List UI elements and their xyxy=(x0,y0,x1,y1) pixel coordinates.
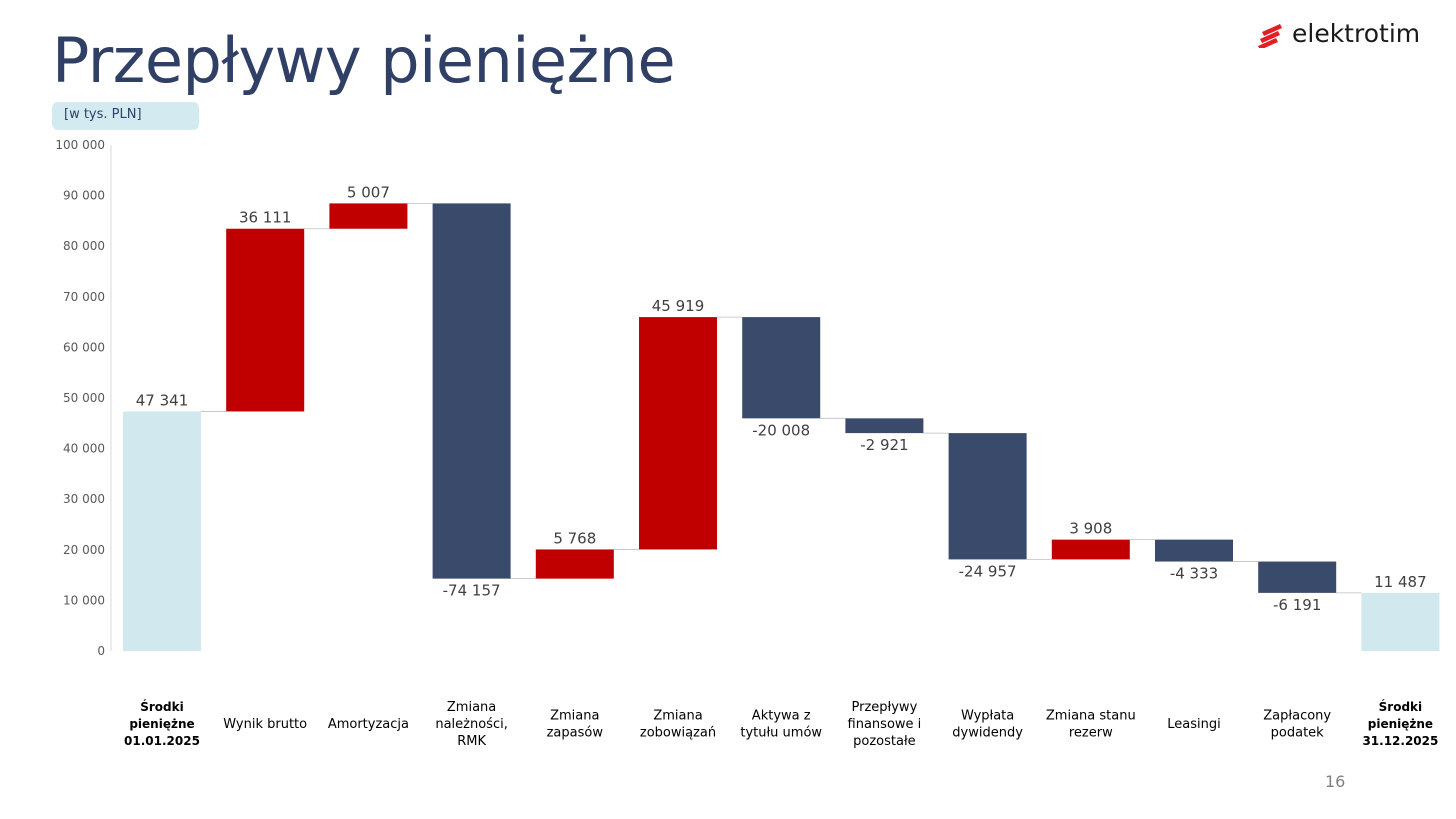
y-tick-label: 20 000 xyxy=(63,543,105,557)
unit-badge: [w tys. PLN] xyxy=(52,102,199,130)
y-tick-label: 80 000 xyxy=(63,239,105,253)
bar-decrease xyxy=(1258,561,1337,593)
category-label-line: Przepływy xyxy=(852,700,918,715)
category-label-line: Zapłacony xyxy=(1263,709,1331,724)
category-label-line: 31.12.2025 xyxy=(1362,734,1438,748)
category-label-line: pozostałe xyxy=(853,734,916,749)
page-title: Przepływy pieniężne xyxy=(52,24,676,97)
bar-total xyxy=(123,411,201,651)
category-label: Leasingi xyxy=(1167,717,1220,732)
unit-label: [w tys. PLN] xyxy=(64,107,142,122)
page-number: 16 xyxy=(1325,772,1346,791)
category-label: Amortyzacja xyxy=(328,717,409,732)
data-label: -2 921 xyxy=(860,436,908,454)
category-label-line: Amortyzacja xyxy=(328,717,409,732)
category-label-line: Zmiana xyxy=(653,709,702,724)
category-label-line: Aktywa z xyxy=(752,709,811,724)
category-label-line: pieniężne xyxy=(1368,717,1433,731)
category-label: Wypłata dywidendy xyxy=(952,709,1023,741)
logo-text: elektrotim xyxy=(1292,19,1421,48)
logo-stripes-icon xyxy=(1258,24,1282,48)
category-label: Zmiana należności, RMK xyxy=(435,700,508,749)
category-label-line: Wypłata xyxy=(961,709,1014,724)
bar-decrease xyxy=(432,203,511,579)
category-label-line: rezerw xyxy=(1069,726,1113,741)
data-label: -6 191 xyxy=(1273,596,1321,614)
data-label: -4 333 xyxy=(1170,565,1218,583)
y-tick-label: 100 000 xyxy=(55,138,105,152)
category-label: Aktywa z tytułu umów xyxy=(740,709,822,741)
category-label-line: Zmiana xyxy=(447,700,496,715)
y-tick-label: 60 000 xyxy=(63,340,105,354)
data-label: 5 007 xyxy=(347,183,390,201)
category-label-line: Wynik brutto xyxy=(223,717,307,732)
y-tick-label: 0 xyxy=(97,644,105,658)
category-label-line: dywidendy xyxy=(952,726,1023,741)
category-label-line: Środki xyxy=(1379,699,1423,714)
y-tick-label: 40 000 xyxy=(63,442,105,456)
y-tick-label: 70 000 xyxy=(63,290,105,304)
category-label: Zmiana stanu rezerw xyxy=(1046,709,1136,741)
category-label-line: Zmiana xyxy=(550,709,599,724)
bar-decrease xyxy=(742,317,821,419)
data-label: 11 487 xyxy=(1374,573,1427,591)
data-label: -74 157 xyxy=(443,582,501,600)
bar-increase xyxy=(1051,539,1130,560)
category-label-line: Leasingi xyxy=(1167,717,1220,732)
bar-decrease xyxy=(845,418,924,434)
category-label-line: 01.01.2025 xyxy=(124,734,200,748)
category-label-line: finansowe i xyxy=(848,717,922,732)
category-label-line: zapasów xyxy=(547,726,604,741)
category-label: Przepływy finansowe i pozostałe xyxy=(848,700,922,749)
bar-increase xyxy=(535,549,614,579)
data-label: 47 341 xyxy=(136,391,189,409)
category-label-line: podatek xyxy=(1271,726,1325,741)
bar-total xyxy=(1361,592,1440,651)
category-label-line: należności, xyxy=(435,717,508,732)
bar-decrease xyxy=(1155,539,1233,562)
bar-increase xyxy=(329,203,408,229)
category-label: Wynik brutto xyxy=(223,717,307,732)
data-label: 45 919 xyxy=(652,297,705,315)
category-label-line: Środki xyxy=(140,699,184,714)
data-label: 3 908 xyxy=(1069,520,1112,538)
category-label: Środki pieniężne 31.12.2025 xyxy=(1362,699,1438,748)
category-label-line: pieniężne xyxy=(129,717,194,731)
category-label: Zmiana zapasów xyxy=(547,709,604,741)
y-tick-label: 50 000 xyxy=(63,391,105,405)
bar-decrease xyxy=(948,433,1027,560)
category-label-line: zobowiązań xyxy=(640,726,716,741)
company-logo: elektrotim xyxy=(1258,18,1428,50)
category-label: Zapłacony podatek xyxy=(1263,709,1331,741)
data-label: -20 008 xyxy=(752,421,810,439)
category-label: Zmiana zobowiązań xyxy=(640,709,716,741)
category-label-line: RMK xyxy=(457,734,486,749)
bar-increase xyxy=(639,317,717,550)
category-label-line: Zmiana stanu xyxy=(1046,709,1136,724)
bar-increase xyxy=(226,228,305,412)
y-tick-label: 30 000 xyxy=(63,492,105,506)
category-label-line: tytułu umów xyxy=(740,726,822,741)
data-label: 5 768 xyxy=(553,529,596,547)
y-tick-label: 10 000 xyxy=(63,593,105,607)
category-label: Środki pieniężne 01.01.2025 xyxy=(124,699,200,748)
data-label: 36 111 xyxy=(239,209,292,227)
y-tick-label: 90 000 xyxy=(63,189,105,203)
data-label: -24 957 xyxy=(959,562,1017,580)
